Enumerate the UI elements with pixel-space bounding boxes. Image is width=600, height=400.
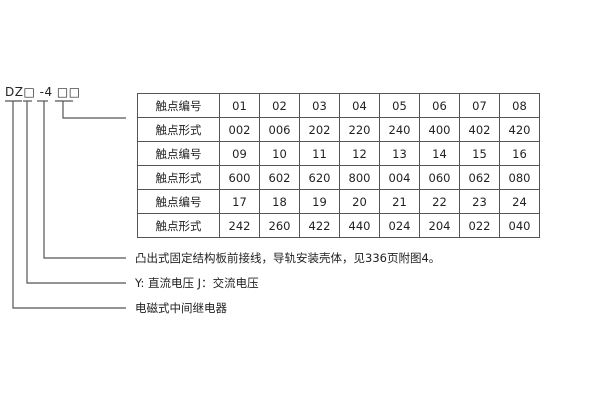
table-cell: 260 <box>259 213 300 238</box>
table-cell: 16 <box>499 141 540 166</box>
table-cell: 17 <box>219 189 260 214</box>
row-header: 触点编号 <box>137 93 220 118</box>
table-cell: 07 <box>459 93 500 118</box>
table-cell: 006 <box>259 117 300 142</box>
row-header: 触点编号 <box>137 141 220 166</box>
table-cell: 09 <box>219 141 260 166</box>
table-cell: 400 <box>419 117 460 142</box>
table-cell: 14 <box>419 141 460 166</box>
table-cell: 10 <box>259 141 300 166</box>
table-cell: 422 <box>299 213 340 238</box>
table-cell: 06 <box>419 93 460 118</box>
table-cell: 12 <box>339 141 380 166</box>
table-cell: 002 <box>219 117 260 142</box>
table-cell: 080 <box>499 165 540 190</box>
row-header: 触点形式 <box>137 117 220 142</box>
table-cell: 402 <box>459 117 500 142</box>
table-cell: 05 <box>379 93 420 118</box>
table-cell: 03 <box>299 93 340 118</box>
table-cell: 04 <box>339 93 380 118</box>
contact-table: 触点编号 01 02 03 04 05 06 07 08 触点形式 002 006 202 220 240 4… <box>137 93 540 238</box>
table-cell: 602 <box>259 165 300 190</box>
table-cell: 440 <box>339 213 380 238</box>
table-row: 触点形式 600 602 620 800 004 060 062 080 <box>137 165 540 190</box>
table-cell: 20 <box>339 189 380 214</box>
table-cell: 13 <box>379 141 420 166</box>
model-code: DZ□ -4 □□ <box>5 85 81 99</box>
table-cell: 620 <box>299 165 340 190</box>
table-row: 触点编号 17 18 19 20 21 22 23 24 <box>137 189 540 214</box>
mounting-label: 凸出式固定结构板前接线，导轨安装壳体，见336页附图4。 <box>135 251 441 265</box>
table-cell: 600 <box>219 165 260 190</box>
row-header: 触点形式 <box>137 165 220 190</box>
table-cell: 040 <box>499 213 540 238</box>
table-cell: 15 <box>459 141 500 166</box>
table-cell: 240 <box>379 117 420 142</box>
table-cell: 060 <box>419 165 460 190</box>
table-cell: 02 <box>259 93 300 118</box>
row-header: 触点形式 <box>137 213 220 238</box>
table-cell: 242 <box>219 213 260 238</box>
table-cell: 220 <box>339 117 380 142</box>
table-cell: 19 <box>299 189 340 214</box>
table-cell: 23 <box>459 189 500 214</box>
table-row: 触点形式 242 260 422 440 024 204 022 040 <box>137 213 540 238</box>
table-cell: 024 <box>379 213 420 238</box>
table-cell: 004 <box>379 165 420 190</box>
table-cell: 022 <box>459 213 500 238</box>
table-row: 触点编号 01 02 03 04 05 06 07 08 <box>137 93 540 118</box>
table-cell: 01 <box>219 93 260 118</box>
table-cell: 800 <box>339 165 380 190</box>
table-cell: 420 <box>499 117 540 142</box>
type-label: 电磁式中间继电器 <box>135 301 227 315</box>
table-cell: 08 <box>499 93 540 118</box>
row-header: 触点编号 <box>137 189 220 214</box>
table-cell: 202 <box>299 117 340 142</box>
table-cell: 22 <box>419 189 460 214</box>
table-cell: 21 <box>379 189 420 214</box>
table-cell: 24 <box>499 189 540 214</box>
table-cell: 204 <box>419 213 460 238</box>
table-row: 触点形式 002 006 202 220 240 400 402 420 <box>137 117 540 142</box>
voltage-label: Y: 直流电压 J：交流电压 <box>135 276 259 290</box>
table-cell: 11 <box>299 141 340 166</box>
table-cell: 062 <box>459 165 500 190</box>
table-row: 触点编号 09 10 11 12 13 14 15 16 <box>137 141 540 166</box>
table-cell: 18 <box>259 189 300 214</box>
